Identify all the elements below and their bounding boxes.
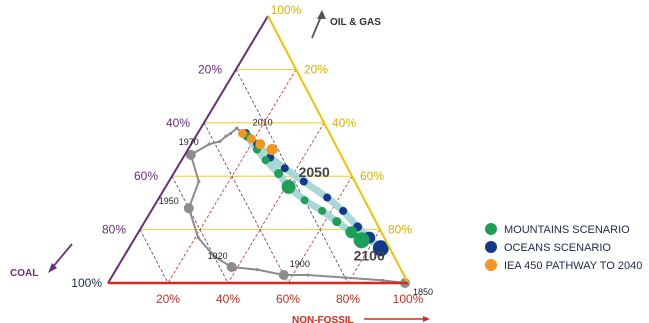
historical-marker-1920: [226, 261, 237, 272]
historical-point-13: [207, 142, 211, 146]
gridline-non-fossil-3: [287, 175, 353, 284]
tick-non-fossil-2: 40%: [216, 292, 240, 306]
year-label-1950: 1950: [159, 196, 179, 206]
gridline-non-fossil-1: [167, 69, 297, 284]
year-label-1970: 1970: [179, 137, 199, 147]
gridline-coal-4: [139, 229, 169, 284]
axis-title-non-fossil: NON-FOSSIL: [292, 315, 354, 323]
mountains-point-6: [300, 196, 309, 205]
mountains-point-7: [318, 206, 327, 215]
legend: MOUNTAINS SCENARIO OCEANS SCENARIO IEA 450…: [485, 223, 642, 272]
tick-labels: 20% 40% 60% 80% 100% 20% 40% 60% 80% 100% 20% 40% 60…: [71, 3, 423, 306]
coal-arrow-head: [48, 263, 57, 273]
tick-oil-gas-4: 80%: [388, 223, 412, 237]
historical-point-15: [224, 134, 228, 138]
tick-coal-4: 80%: [102, 223, 126, 237]
tick-non-fossil-4: 80%: [336, 292, 360, 306]
oceans-point-7: [339, 206, 348, 215]
historical-point-3: [343, 276, 347, 280]
chart-grid: [139, 69, 381, 284]
legend-label-2: OCEANS SCENARIO: [504, 242, 611, 254]
legend-swatch-3: [485, 259, 497, 271]
axis-title-oil-gas: OIL & GAS: [330, 17, 381, 28]
historical-point-8: [212, 254, 216, 258]
historical-marker-1950: [183, 203, 194, 214]
series-layer: [183, 126, 410, 288]
mountains-band: [243, 132, 366, 244]
legend-label-3: IEA 450 PATHWAY TO 2040: [504, 260, 642, 272]
axis-titles: OIL & GAS COAL NON-FOSSIL: [10, 10, 430, 323]
triangle-edge-oil-gas: [267, 15, 409, 284]
year-label-2100: 2100: [354, 247, 385, 263]
oceans-point-6: [323, 193, 332, 202]
legend-swatch-1: [485, 223, 497, 235]
historical-marker-1900: [278, 269, 289, 280]
mountains-point-8: [332, 217, 342, 227]
scenario-path-band: [242, 129, 385, 252]
coal-arrow-shaft: [51, 243, 73, 269]
tick-non-fossil-5: 100%: [393, 292, 424, 306]
year-label-1920: 1920: [208, 251, 228, 261]
iea-point-4: [266, 144, 278, 155]
iea-point-1: [238, 128, 248, 138]
year-label-2050: 2050: [299, 164, 330, 180]
oceans-point-5: [299, 177, 308, 186]
tick-oil-gas-1: 20%: [304, 62, 328, 76]
triangle-edge-coal: [107, 15, 269, 284]
mountains-point-10: [353, 232, 370, 249]
year-label-1850: 1850: [413, 287, 433, 297]
oceans-point-10: [372, 240, 389, 257]
triangle-frame: [107, 15, 409, 285]
legend-label-1: MOUNTAINS SCENARIO: [504, 224, 630, 236]
tick-non-fossil-3: 60%: [276, 292, 300, 306]
year-label-2010: 2010: [253, 117, 273, 127]
tick-non-fossil-1: 20%: [156, 292, 180, 306]
mountains-point-5: [281, 179, 296, 194]
tick-oil-gas-2: 40%: [332, 116, 356, 130]
gridline-coal-2: [203, 122, 289, 284]
historical-point-2: [381, 278, 385, 282]
tick-coal-1: 20%: [198, 62, 222, 76]
iea-point-2: [246, 134, 256, 144]
tick-coal-3: 60%: [134, 169, 158, 183]
historical-point-4: [306, 273, 310, 277]
year-labels: 1850 1900 1920 1950 1970 2010 2050 2100: [159, 117, 433, 297]
tick-coal-bottom: 100%: [71, 276, 102, 290]
tick-oil-gas-3: 60%: [360, 169, 384, 183]
historical-point-14: [218, 139, 222, 144]
mountains-point-4: [274, 169, 284, 179]
oceans-point-4: [280, 164, 289, 173]
year-label-1900: 1900: [290, 259, 310, 269]
non-fossil-arrow-head: [423, 316, 430, 322]
gridline-non-fossil-2: [227, 122, 325, 284]
historical-point-6: [255, 268, 259, 272]
gridline-coal-3: [171, 176, 229, 284]
legend-swatch-2: [485, 241, 497, 253]
tick-coal-2: 40%: [166, 116, 190, 130]
oceans-band: [242, 129, 385, 252]
historical-point-16: [229, 131, 233, 136]
mountains-point-9: [345, 226, 358, 239]
axis-title-coal: COAL: [10, 268, 38, 279]
historical-point-9: [196, 236, 200, 240]
oil-gas-arrow-head: [317, 10, 326, 19]
historical-point-17: [235, 126, 239, 130]
historical-point-11: [197, 179, 201, 184]
iea-point-3: [255, 139, 266, 150]
mountains-point-3: [261, 156, 270, 165]
tick-oil-gas-top: 100%: [271, 3, 302, 17]
historical-marker-1970: [185, 149, 196, 160]
